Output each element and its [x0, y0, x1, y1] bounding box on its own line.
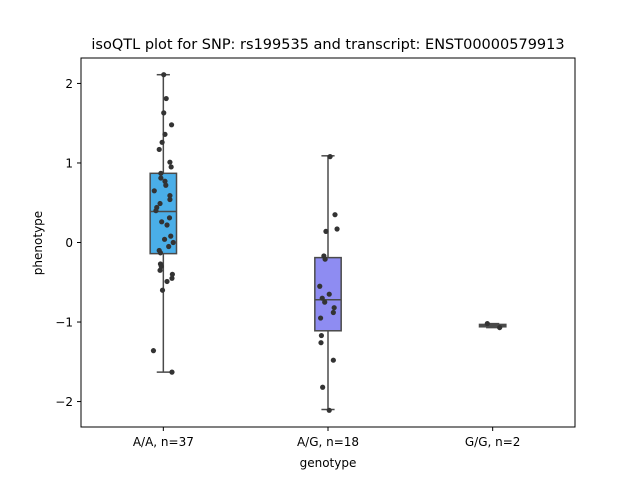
- y-tick-label: −1: [55, 316, 73, 330]
- data-point: [157, 200, 163, 207]
- box-group: [314, 154, 342, 413]
- data-point: [161, 236, 168, 242]
- data-point: [170, 239, 176, 246]
- axes-frame: [80, 57, 576, 428]
- data-point: [332, 212, 338, 218]
- data-point: [166, 243, 172, 250]
- data-point: [327, 154, 333, 160]
- y-tick-label: 2: [65, 77, 73, 91]
- data-point: [167, 159, 173, 165]
- data-point: [317, 315, 324, 321]
- x-tick-label: A/G, n=18: [297, 435, 359, 449]
- data-point: [153, 208, 159, 214]
- data-point: [164, 222, 170, 228]
- data-point: [169, 369, 175, 375]
- box-group: [478, 321, 507, 331]
- x-tick-label: A/A, n=37: [133, 435, 194, 449]
- data-point: [167, 192, 173, 199]
- data-point: [319, 295, 325, 301]
- chart-title: isoQTL plot for SNP: rs199535 and transc…: [91, 37, 564, 53]
- data-point: [322, 256, 328, 262]
- data-point: [164, 278, 170, 285]
- data-point: [320, 384, 326, 390]
- data-point: [323, 228, 329, 234]
- data-point: [156, 146, 162, 153]
- x-axis-ticks: A/A, n=37 A/G, n=18 G/G, n=2: [133, 427, 521, 449]
- data-point: [163, 95, 169, 102]
- data-point: [158, 175, 164, 181]
- data-point: [168, 122, 175, 128]
- x-axis-label: genotype: [300, 456, 357, 470]
- x-tick-label: G/G, n=2: [465, 435, 521, 449]
- data-point: [166, 215, 173, 221]
- data-point: [484, 321, 490, 327]
- data-point: [331, 305, 337, 311]
- data-point: [326, 291, 332, 297]
- data-point: [326, 407, 332, 413]
- data-point: [157, 250, 164, 256]
- data-point: [159, 219, 165, 225]
- y-axis-label: phenotype: [31, 211, 45, 275]
- data-point: [167, 196, 173, 203]
- data-point: [330, 357, 336, 363]
- data-point: [318, 332, 325, 339]
- data-point: [168, 233, 174, 239]
- data-point: [318, 340, 324, 346]
- data-point: [150, 348, 157, 354]
- data-point: [151, 188, 157, 194]
- data-point: [163, 182, 169, 188]
- y-tick-label: −2: [55, 395, 73, 409]
- data-point: [169, 275, 175, 281]
- data-point: [162, 178, 168, 184]
- data-point: [159, 139, 165, 145]
- data-point: [334, 226, 340, 232]
- data-point: [157, 267, 163, 273]
- data-point: [497, 324, 503, 331]
- data-point: [169, 271, 175, 277]
- y-tick-label: 1: [65, 156, 73, 170]
- data-point: [158, 263, 164, 269]
- data-point: [168, 164, 174, 170]
- data-point: [161, 110, 167, 116]
- data-point: [159, 287, 166, 293]
- box-group: [149, 72, 178, 375]
- plot-area: [149, 72, 507, 413]
- data-point: [322, 299, 328, 305]
- y-axis-ticks: 2 1 0 −1 −2: [55, 77, 81, 409]
- data-point: [317, 283, 323, 289]
- data-point: [161, 72, 167, 78]
- data-point: [162, 131, 168, 137]
- data-point: [158, 170, 164, 176]
- data-point: [330, 309, 336, 316]
- y-tick-label: 0: [65, 236, 73, 250]
